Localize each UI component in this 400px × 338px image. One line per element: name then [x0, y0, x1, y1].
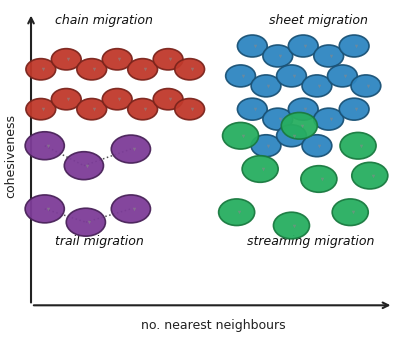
Ellipse shape: [26, 58, 56, 80]
Ellipse shape: [352, 162, 388, 189]
Text: chain migration: chain migration: [54, 15, 152, 27]
Text: streaming migration: streaming migration: [247, 236, 375, 248]
Ellipse shape: [102, 49, 132, 70]
Ellipse shape: [175, 98, 204, 120]
Ellipse shape: [51, 49, 81, 70]
Ellipse shape: [314, 108, 344, 130]
Ellipse shape: [274, 212, 310, 239]
Ellipse shape: [219, 199, 255, 225]
Ellipse shape: [175, 58, 204, 80]
Text: sheet migration: sheet migration: [270, 15, 368, 27]
Ellipse shape: [314, 45, 344, 67]
Ellipse shape: [25, 195, 64, 223]
Ellipse shape: [340, 132, 376, 159]
Ellipse shape: [339, 35, 369, 57]
Ellipse shape: [251, 75, 281, 97]
Ellipse shape: [153, 89, 183, 110]
Ellipse shape: [51, 89, 81, 110]
Ellipse shape: [332, 199, 368, 225]
Ellipse shape: [288, 35, 318, 57]
Ellipse shape: [276, 65, 306, 87]
Ellipse shape: [242, 156, 278, 182]
Text: no. nearest neighbours: no. nearest neighbours: [141, 319, 286, 332]
Ellipse shape: [66, 208, 106, 236]
Ellipse shape: [276, 125, 306, 147]
Ellipse shape: [226, 65, 256, 87]
Ellipse shape: [26, 98, 56, 120]
Ellipse shape: [25, 132, 64, 160]
Ellipse shape: [351, 75, 381, 97]
Ellipse shape: [128, 58, 158, 80]
Ellipse shape: [238, 98, 267, 120]
Ellipse shape: [251, 135, 281, 157]
Ellipse shape: [328, 65, 357, 87]
Ellipse shape: [128, 98, 158, 120]
Ellipse shape: [64, 152, 104, 179]
Ellipse shape: [302, 75, 332, 97]
Ellipse shape: [222, 122, 258, 149]
Ellipse shape: [339, 98, 369, 120]
Ellipse shape: [102, 89, 132, 110]
Ellipse shape: [302, 135, 332, 157]
Ellipse shape: [281, 113, 317, 139]
Ellipse shape: [111, 195, 150, 223]
Ellipse shape: [238, 35, 267, 57]
Ellipse shape: [288, 98, 318, 120]
Ellipse shape: [263, 108, 293, 130]
Ellipse shape: [77, 98, 107, 120]
Text: cohesiveness: cohesiveness: [4, 114, 17, 198]
Ellipse shape: [111, 135, 150, 163]
Ellipse shape: [301, 166, 337, 192]
Ellipse shape: [263, 45, 293, 67]
Ellipse shape: [153, 49, 183, 70]
Text: trail migration: trail migration: [55, 236, 144, 248]
Ellipse shape: [77, 58, 107, 80]
